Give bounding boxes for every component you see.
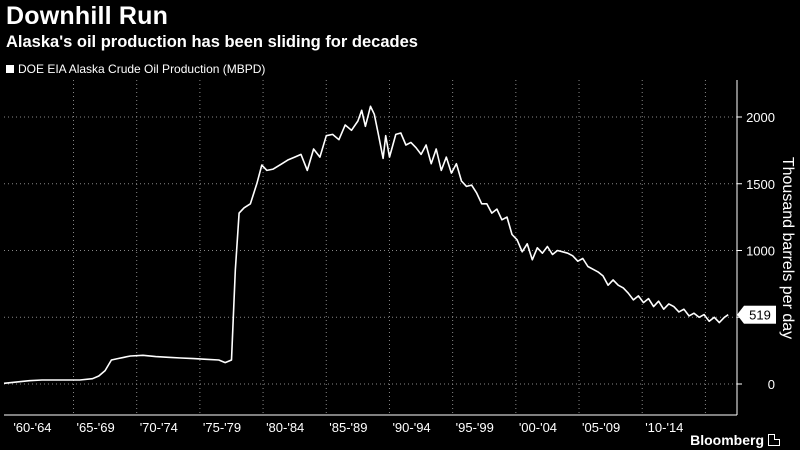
x-tick-label: '75-'79 bbox=[203, 420, 241, 435]
x-tick-label: '80-'84 bbox=[266, 420, 304, 435]
x-tick-label: '95-'99 bbox=[456, 420, 494, 435]
brand-logo: Bloomberg bbox=[690, 432, 780, 448]
x-tick-label: '90-'94 bbox=[392, 420, 430, 435]
y-tick-label: 2000 bbox=[746, 110, 775, 125]
chart-title: Downhill Run bbox=[6, 2, 169, 30]
x-tick-label: '70-'74 bbox=[140, 420, 178, 435]
legend-label: DOE EIA Alaska Crude Oil Production (MBP… bbox=[18, 62, 266, 76]
x-tick-label: '00-'04 bbox=[519, 420, 557, 435]
y-tick-label: 1000 bbox=[746, 244, 775, 259]
y-tick-label: 0 bbox=[768, 377, 775, 392]
last-value-pointer bbox=[737, 305, 744, 324]
last-value-label: 519 bbox=[749, 308, 771, 323]
last-value-box bbox=[744, 305, 776, 324]
y-axis-title: Thousand barrels per day bbox=[779, 157, 796, 339]
brand-label: Bloomberg bbox=[690, 432, 764, 448]
legend-swatch bbox=[6, 65, 14, 73]
y-tick-label: 1500 bbox=[746, 177, 775, 192]
legend: DOE EIA Alaska Crude Oil Production (MBP… bbox=[6, 62, 265, 76]
series-line bbox=[3, 105, 729, 385]
x-tick-label: '65-'69 bbox=[77, 420, 115, 435]
x-tick-label: '60-'64 bbox=[13, 420, 51, 435]
x-tick-label: '05-'09 bbox=[582, 420, 620, 435]
x-tick-label: '10-'14 bbox=[645, 420, 683, 435]
chart-subtitle: Alaska's oil production has been sliding… bbox=[6, 33, 418, 51]
external-link-icon bbox=[768, 434, 780, 446]
x-tick-label: '85-'89 bbox=[329, 420, 367, 435]
